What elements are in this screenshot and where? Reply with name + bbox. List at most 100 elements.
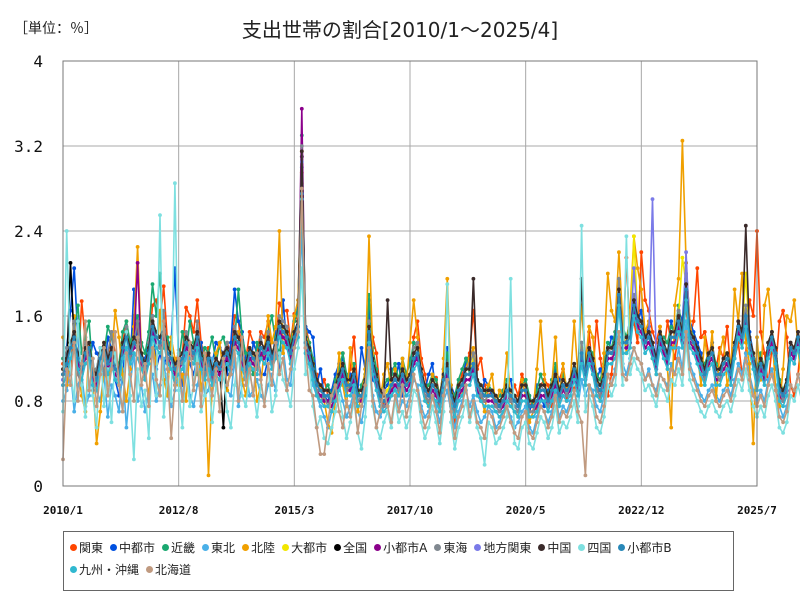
data-point	[307, 330, 312, 334]
y-tick-label: 0	[33, 477, 43, 496]
legend-marker	[578, 543, 586, 551]
data-point	[87, 346, 91, 350]
data-point	[277, 319, 282, 324]
data-point	[161, 308, 166, 313]
data-point	[124, 351, 129, 356]
data-point	[285, 335, 289, 340]
data-point	[538, 388, 543, 393]
data-point	[400, 367, 405, 371]
data-point	[299, 186, 304, 191]
data-point	[691, 388, 696, 393]
legend-label: 東海	[443, 540, 468, 555]
data-point	[76, 303, 80, 308]
data-point	[195, 383, 200, 387]
data-point	[441, 393, 446, 398]
data-point	[602, 351, 606, 356]
data-point	[79, 361, 84, 366]
data-point	[281, 330, 285, 334]
data-point	[188, 404, 192, 409]
x-tick-label: 2022/12	[618, 504, 664, 517]
data-point	[348, 383, 353, 387]
data-point	[72, 266, 77, 271]
data-point	[609, 346, 614, 350]
data-point	[340, 367, 345, 371]
data-point	[161, 415, 166, 419]
data-point	[415, 340, 420, 345]
data-point	[497, 409, 502, 414]
data-point	[508, 276, 513, 281]
data-point	[180, 367, 185, 371]
data-point	[102, 346, 106, 350]
data-point	[770, 335, 774, 340]
data-point	[732, 287, 737, 292]
data-point	[124, 324, 129, 329]
data-point	[628, 346, 632, 350]
data-point	[270, 340, 274, 345]
data-point	[72, 330, 77, 334]
data-point	[486, 383, 491, 387]
data-point	[583, 383, 588, 387]
data-point	[669, 319, 674, 324]
data-point	[475, 425, 480, 430]
data-point	[773, 351, 778, 356]
data-point	[340, 399, 345, 403]
data-point	[587, 383, 591, 387]
data-point	[464, 383, 468, 387]
legend-label: 全国	[343, 540, 368, 555]
data-point	[613, 383, 618, 387]
data-point	[654, 372, 659, 377]
data-point	[680, 138, 685, 143]
data-point	[94, 404, 99, 409]
data-point	[602, 404, 606, 409]
data-point	[277, 335, 282, 340]
y-tick-label: 3.2	[14, 137, 43, 156]
legend-item: 関東	[70, 539, 103, 555]
data-point	[635, 330, 640, 334]
data-point	[102, 404, 106, 409]
data-point	[247, 346, 252, 350]
data-point	[150, 335, 155, 340]
data-point	[624, 234, 629, 239]
data-point	[191, 361, 196, 366]
data-point	[572, 367, 577, 371]
data-point	[687, 377, 692, 382]
data-point	[225, 340, 230, 345]
legend-label: 中国	[547, 540, 572, 555]
data-point	[232, 287, 237, 292]
data-point	[288, 351, 293, 356]
data-point	[236, 287, 241, 292]
data-point	[124, 330, 129, 334]
data-point	[747, 361, 752, 366]
data-point	[184, 305, 189, 310]
data-point	[449, 409, 453, 414]
data-point	[154, 346, 159, 350]
data-point	[792, 399, 797, 403]
data-point	[90, 393, 95, 398]
data-point	[229, 425, 233, 430]
data-point	[188, 340, 192, 345]
data-point	[288, 404, 293, 409]
data-point	[173, 181, 177, 186]
data-point	[419, 420, 424, 425]
data-point	[270, 314, 274, 318]
data-point	[676, 308, 681, 313]
data-point	[464, 356, 468, 361]
data-point	[796, 346, 800, 350]
data-point	[632, 314, 636, 318]
data-point	[266, 361, 271, 366]
data-point	[714, 399, 718, 403]
data-point	[393, 383, 397, 387]
y-tick-label: 4	[33, 52, 43, 71]
data-point	[665, 319, 670, 324]
data-point	[725, 351, 730, 356]
data-point	[288, 367, 293, 371]
legend-label: 小都市B	[627, 540, 672, 555]
data-point	[367, 330, 371, 334]
legend-item: 中都市	[110, 539, 155, 555]
legend-marker	[70, 565, 77, 573]
data-point	[348, 346, 353, 350]
data-point	[788, 356, 793, 361]
data-point	[355, 431, 360, 435]
data-point	[102, 340, 106, 345]
data-point	[508, 393, 513, 398]
